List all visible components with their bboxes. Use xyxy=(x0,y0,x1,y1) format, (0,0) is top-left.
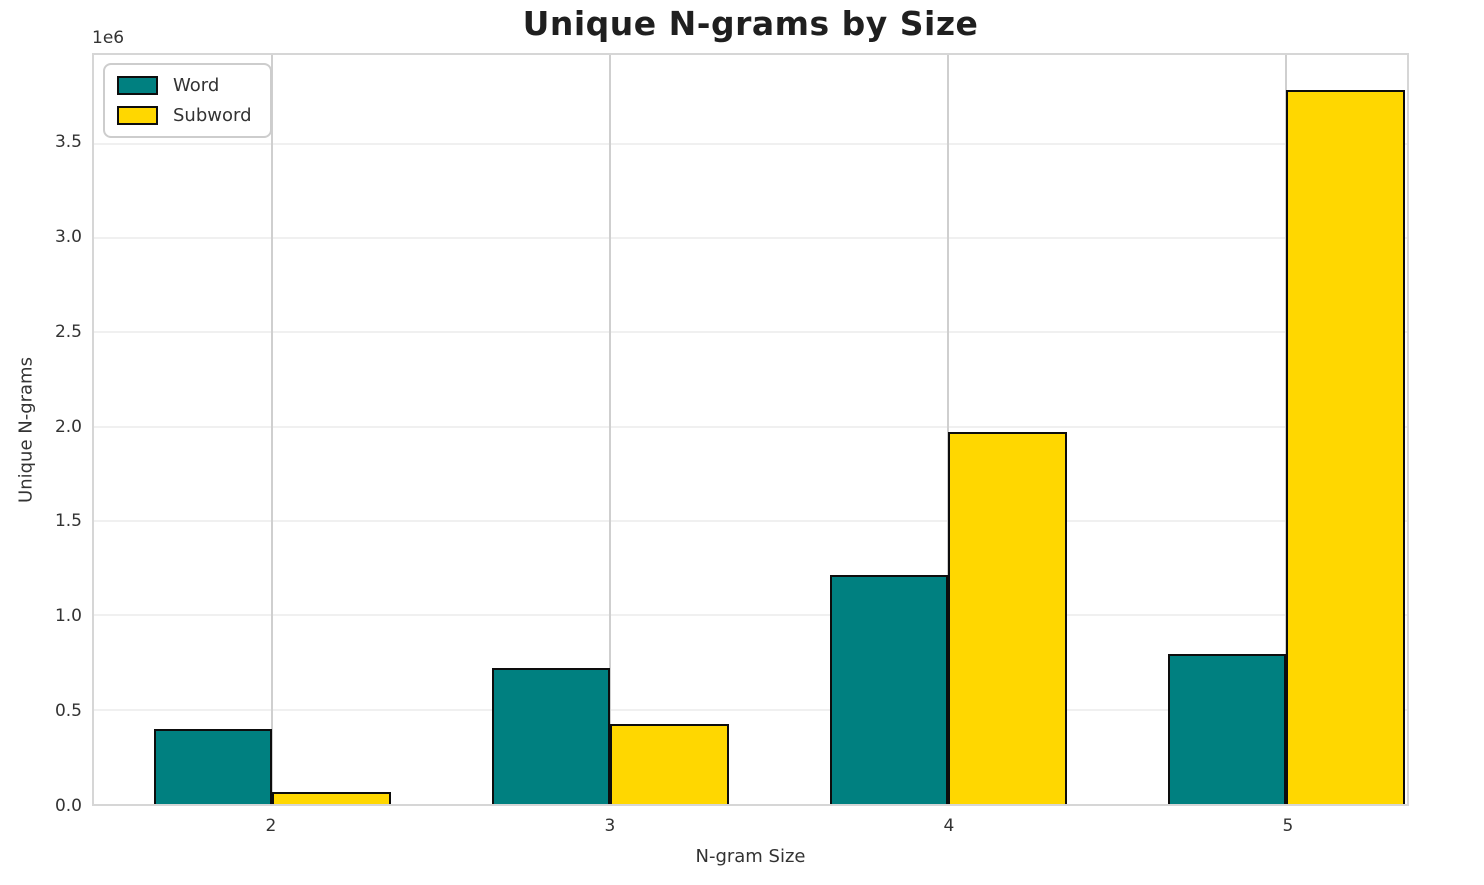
bar-word-ngram-2 xyxy=(153,729,273,804)
bar-subword-ngram-2 xyxy=(272,792,392,804)
y-tick-label: 0.0 xyxy=(54,796,82,816)
gridline-horizontal xyxy=(94,237,1407,240)
legend-item-subword: Subword xyxy=(117,105,252,126)
legend-label-word: Word xyxy=(173,75,220,96)
y-tick-label: 2.5 xyxy=(54,321,82,342)
x-tick-label: 2 xyxy=(265,816,277,836)
gridline-vertical xyxy=(947,55,950,804)
gridline-horizontal xyxy=(94,425,1407,428)
gridline-vertical xyxy=(271,55,274,804)
gridline-vertical xyxy=(609,55,612,804)
gridline-horizontal xyxy=(94,142,1407,145)
legend: Word Subword xyxy=(103,63,272,138)
bar-word-ngram-5 xyxy=(1167,654,1287,804)
y-axis-offset-label: 1e6 xyxy=(92,28,125,48)
legend-item-word: Word xyxy=(117,75,252,96)
y-tick-label: 2.0 xyxy=(54,416,82,437)
legend-label-subword: Subword xyxy=(173,105,252,126)
x-tick-label: 4 xyxy=(943,816,955,836)
bar-word-ngram-3 xyxy=(491,667,611,804)
legend-swatch-word-icon xyxy=(117,76,158,95)
gridline-horizontal xyxy=(94,331,1407,334)
gridline-horizontal xyxy=(94,708,1407,711)
gridline-horizontal xyxy=(94,520,1407,523)
bar-subword-ngram-3 xyxy=(610,723,730,804)
y-tick-label: 1.0 xyxy=(54,606,82,627)
bar-subword-ngram-4 xyxy=(948,431,1068,804)
gridline-horizontal xyxy=(94,614,1407,617)
x-tick-label: 3 xyxy=(604,816,616,836)
plot-area: Word Subword xyxy=(92,53,1409,806)
y-tick-label: 3.0 xyxy=(54,226,82,247)
bar-word-ngram-4 xyxy=(829,574,949,804)
legend-swatch-subword-icon xyxy=(117,106,158,125)
y-tick-label: 0.5 xyxy=(54,701,82,722)
y-tick-label: 3.5 xyxy=(54,132,82,153)
x-axis-label: N-gram Size xyxy=(695,846,806,867)
chart-title: Unique N-grams by Size xyxy=(522,4,979,43)
bar-subword-ngram-5 xyxy=(1286,89,1406,804)
y-tick-label: 1.5 xyxy=(54,511,82,532)
x-tick-label: 5 xyxy=(1282,816,1294,836)
